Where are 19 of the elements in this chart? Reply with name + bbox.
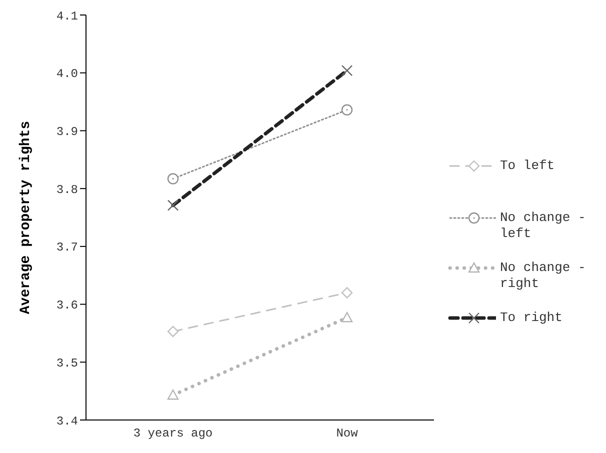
y-tick-label: 3.6 [56,298,78,313]
y-tick-label: 3.5 [56,356,78,370]
y-tick-label: 4.0 [56,67,78,82]
point [341,104,353,116]
point [167,326,179,338]
legend-label: No change - left [500,210,587,242]
y-tick-label: 4.1 [56,9,78,24]
point [167,173,179,184]
y-tick-label: 3.8 [56,182,78,197]
y-tick-label: 3.7 [56,240,78,255]
legend-label: To right [500,310,564,326]
legend-label: To left [500,158,556,174]
y-tick-label: 3.9 [56,124,78,139]
legend-label: No change - right [500,260,587,292]
y-axis-title: Average property rights [18,120,34,314]
y-tick-label: 3.4 [56,414,78,428]
point [341,287,353,298]
x-tick-label: Now [336,426,359,441]
x-tick-label: 3 years ago [133,426,213,441]
